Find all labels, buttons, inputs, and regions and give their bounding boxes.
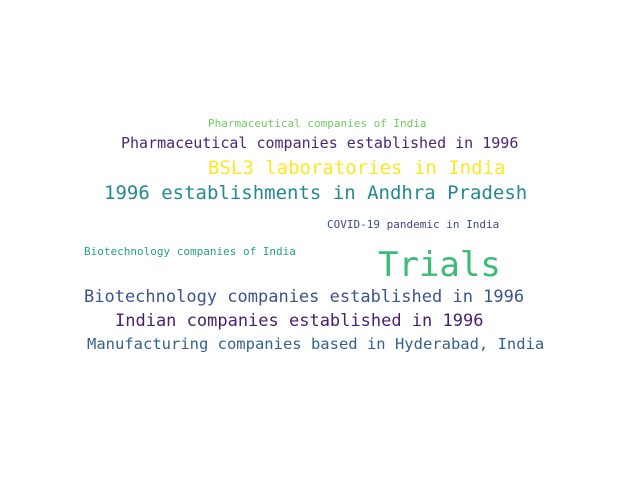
word-biotechnology-companies-of-india: Biotechnology companies of India	[84, 245, 296, 258]
word-pharmaceutical-companies-established-1996: Pharmaceutical companies established in …	[121, 134, 519, 152]
word-manufacturing-companies-hyderabad: Manufacturing companies based in Hyderab…	[87, 335, 545, 353]
word-bsl3-laboratories: BSL3 laboratories in India	[208, 157, 506, 179]
word-pharmaceutical-companies-of-india: Pharmaceutical companies of India	[208, 117, 427, 130]
word-covid19-pandemic: COVID-19 pandemic in India	[327, 218, 500, 231]
word-biotechnology-companies-established-1996: Biotechnology companies established in 1…	[84, 287, 525, 307]
word-indian-companies-established-1996: Indian companies established in 1996	[115, 311, 484, 331]
word-1996-establishments-andhra-pradesh: 1996 establishments in Andhra Pradesh	[104, 182, 528, 204]
word-trials: Trials	[378, 245, 501, 285]
